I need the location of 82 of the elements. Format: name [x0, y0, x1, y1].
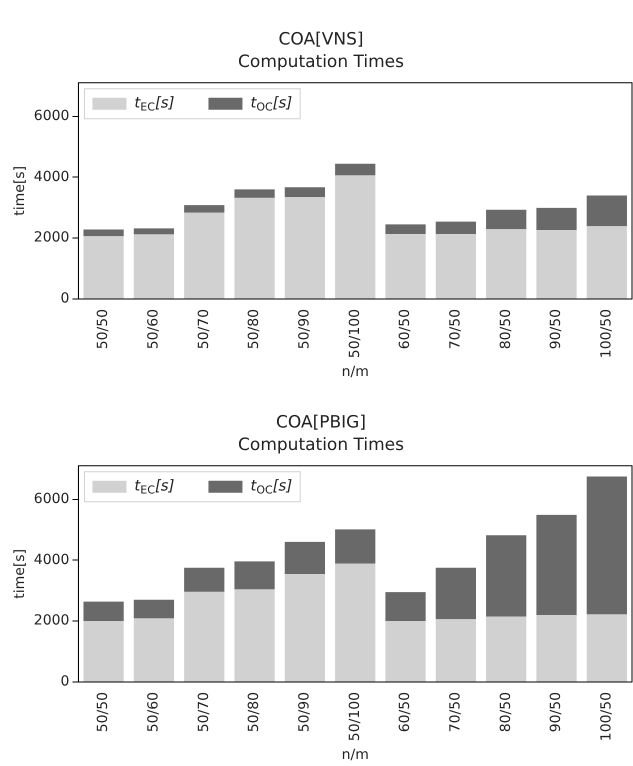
y-axis-title: time[s] [12, 548, 28, 599]
x-tick-label: 50/100 [346, 308, 363, 358]
x-tick-label: 80/50 [498, 692, 514, 732]
x-tick-label: 100/50 [598, 308, 614, 358]
bar [134, 600, 174, 618]
bar [284, 196, 326, 298]
bar [184, 205, 224, 213]
y-tick-label: 0 [60, 290, 70, 307]
bar [536, 614, 577, 682]
x-tick-label: 50/60 [146, 308, 162, 350]
bar [486, 210, 526, 230]
bar [486, 229, 526, 298]
bar [385, 592, 426, 622]
x-tick-label: 50/70 [196, 692, 212, 732]
y-tick-label: 6000 [34, 490, 70, 507]
bar [335, 175, 376, 298]
bar [586, 614, 627, 682]
x-axis-title: n/m [342, 747, 369, 764]
bar [83, 621, 124, 682]
bar [184, 568, 224, 592]
chart-subtitle: Computation Times [238, 435, 404, 456]
x-tick-label: 50/100 [346, 692, 363, 742]
bar [586, 195, 627, 226]
x-axis-title: n/m [342, 364, 369, 380]
y-tick-label: 6000 [34, 108, 70, 124]
bar [436, 619, 476, 682]
bar [335, 164, 376, 176]
bar [385, 224, 426, 234]
chart-title: COA[VNS] [278, 30, 364, 50]
x-tick-label: 60/50 [397, 692, 414, 732]
x-tick-label: 50/50 [95, 308, 112, 350]
bar [184, 212, 224, 298]
x-tick-label: 50/80 [246, 308, 262, 350]
y-tick-label: 0 [60, 674, 70, 690]
bar [335, 564, 376, 682]
bar [134, 618, 174, 682]
bar [536, 230, 577, 298]
bar [436, 234, 476, 298]
bar [335, 529, 376, 564]
bar [486, 535, 526, 616]
bar [83, 230, 124, 236]
bar [436, 222, 476, 234]
bar [284, 542, 326, 574]
bar [234, 189, 275, 198]
bar [385, 234, 426, 298]
x-tick-label: 100/50 [598, 692, 614, 742]
bar [234, 198, 275, 298]
bar [385, 621, 426, 682]
x-tick-label: 50/70 [196, 308, 212, 350]
bar [536, 208, 577, 230]
x-tick-label: 70/50 [448, 308, 464, 350]
chart-subtitle: Computation Times [238, 52, 404, 72]
x-tick-label: 50/90 [296, 692, 313, 732]
bar [486, 616, 526, 682]
y-tick-label: 2000 [34, 612, 70, 629]
bar [234, 561, 275, 590]
x-tick-label: 50/90 [296, 308, 313, 350]
y-tick-label: 2000 [34, 230, 70, 246]
y-axis-title: time[s] [12, 166, 28, 216]
bar [536, 514, 577, 615]
x-tick-label: 80/50 [498, 308, 514, 350]
bar [83, 236, 124, 298]
x-tick-label: 50/50 [95, 692, 112, 732]
bar [586, 226, 627, 298]
y-tick-label: 4000 [34, 168, 70, 185]
bar [284, 187, 326, 197]
x-tick-label: 90/50 [548, 308, 564, 350]
y-tick-label: 4000 [34, 552, 70, 568]
x-tick-label: 90/50 [548, 692, 564, 732]
bar [586, 476, 627, 614]
bar [436, 568, 476, 620]
x-tick-label: 50/60 [146, 692, 162, 732]
x-tick-label: 60/50 [397, 308, 414, 350]
bar [284, 574, 326, 682]
bar [134, 234, 174, 298]
bar [184, 592, 224, 682]
x-tick-label: 70/50 [448, 692, 464, 732]
x-tick-label: 50/80 [246, 692, 262, 732]
bar [234, 589, 275, 682]
bar [83, 602, 124, 622]
bar [134, 228, 174, 234]
chart-title: COA[PBIG] [276, 412, 366, 433]
